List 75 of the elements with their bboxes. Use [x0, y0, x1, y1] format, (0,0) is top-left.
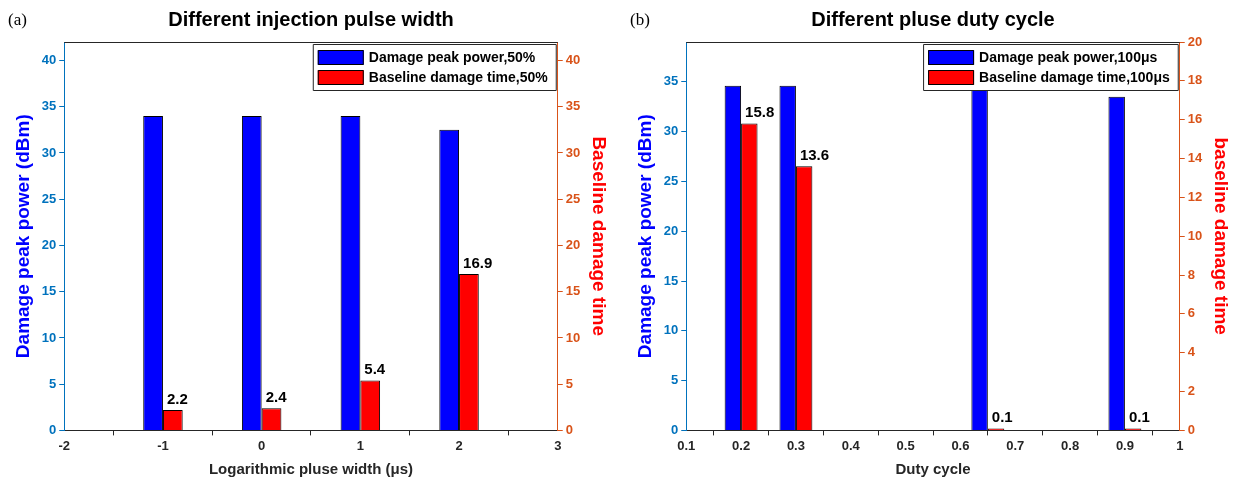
- y2-tick-label: 6: [1187, 305, 1195, 321]
- chart-title: Different injection pulse width: [168, 7, 454, 30]
- y-tick-label: 20: [663, 222, 679, 238]
- x-tick-label: 0.2: [732, 437, 751, 453]
- legend-label: Baseline damage time,50%: [368, 68, 549, 85]
- y-tick-label: 15: [663, 272, 679, 288]
- y2-tick-label: 40: [565, 52, 581, 68]
- y-axis-title: Damage peak power (dBm): [633, 114, 655, 359]
- x-tick-label: 0.4: [841, 437, 861, 453]
- data-label: 2.2: [166, 389, 188, 407]
- text: (b): [630, 9, 650, 29]
- x-tick-label: 0.5: [896, 437, 915, 453]
- y2-tick-label: 10: [1187, 227, 1203, 243]
- x-tick-label: 0.3: [786, 437, 805, 453]
- y2-tick-label: 2: [1187, 383, 1195, 399]
- y-tick-label: 30: [663, 123, 679, 139]
- x-tick-label: 0: [258, 437, 266, 453]
- y2-axis-title: baseline damage time: [1211, 137, 1233, 335]
- data-label: 15.8: [745, 103, 775, 121]
- chart-title: Different pluse duty cycle: [811, 7, 1055, 30]
- x-tick-label: 1: [356, 437, 364, 453]
- data-label: 5.4: [364, 360, 386, 378]
- y-tick-label: 35: [41, 98, 57, 114]
- data-label: 16.9: [463, 253, 493, 271]
- y-tick-label: 0: [671, 421, 679, 437]
- y-tick-label: 25: [663, 173, 679, 188]
- y2-tick-label: 10: [565, 329, 581, 345]
- legend-label: Baseline damage time,100μs: [979, 68, 1170, 85]
- x-axis-title: Logarithmic pluse width (μs): [208, 460, 414, 478]
- y-tick-label: 5: [671, 372, 679, 388]
- x-tick-label: -2: [58, 437, 71, 453]
- y-tick-label: 0: [49, 421, 57, 437]
- y2-tick-label: 15: [565, 283, 581, 299]
- x-tick-label: 2: [455, 437, 463, 453]
- y2-tick-label: 8: [1187, 266, 1195, 282]
- data-label: 0.1: [1128, 408, 1150, 426]
- x-tick-label: 1: [1176, 437, 1184, 453]
- y-tick-label: 10: [41, 329, 57, 345]
- y-tick-label: 5: [49, 375, 57, 391]
- y-tick-label: 35: [663, 73, 679, 89]
- x-axis-title: Duty cycle: [895, 460, 971, 478]
- y2-tick-label: 0: [565, 421, 573, 437]
- y2-tick-label: 0: [1187, 421, 1195, 437]
- y-tick-label: 30: [41, 144, 57, 160]
- y-tick-label: 40: [41, 52, 57, 68]
- x-tick-label: 0.9: [1115, 437, 1134, 453]
- y-tick-label: 25: [41, 190, 57, 206]
- text: (a): [8, 9, 27, 29]
- y2-tick-label: 12: [1187, 188, 1203, 204]
- y2-tick-label: 14: [1187, 150, 1203, 166]
- x-tick-label: -1: [157, 437, 169, 453]
- y2-tick-label: 5: [565, 375, 573, 391]
- y-axis-title: Damage peak power (dBm): [11, 114, 33, 359]
- y2-tick-label: 20: [1187, 33, 1203, 49]
- y2-tick-label: 20: [565, 237, 581, 253]
- y2-tick-label: 25: [565, 190, 581, 206]
- y2-tick-label: 30: [565, 144, 581, 160]
- x-tick-label: 3: [554, 437, 562, 453]
- y2-tick-label: 4: [1187, 344, 1196, 360]
- y-tick-label: 10: [663, 322, 679, 338]
- x-tick-label: 0.6: [951, 437, 970, 453]
- data-label: 13.6: [799, 145, 830, 163]
- y2-tick-label: 18: [1187, 72, 1203, 88]
- x-tick-label: 0.1: [677, 437, 696, 453]
- y-tick-label: 15: [41, 283, 57, 299]
- legend-label: Damage peak power,50%: [368, 48, 536, 65]
- data-label: 2.4: [265, 387, 288, 405]
- legend-label: Damage peak power,100μs: [979, 48, 1158, 65]
- x-tick-label: 0.8: [1061, 437, 1080, 453]
- data-label: 0.1: [991, 408, 1013, 426]
- x-tick-label: 0.7: [1006, 437, 1025, 453]
- y2-tick-label: 35: [565, 98, 581, 114]
- y-tick-label: 20: [41, 237, 57, 253]
- y2-axis-title: Baseline damage time: [589, 136, 611, 336]
- y2-tick-label: 16: [1187, 111, 1203, 127]
